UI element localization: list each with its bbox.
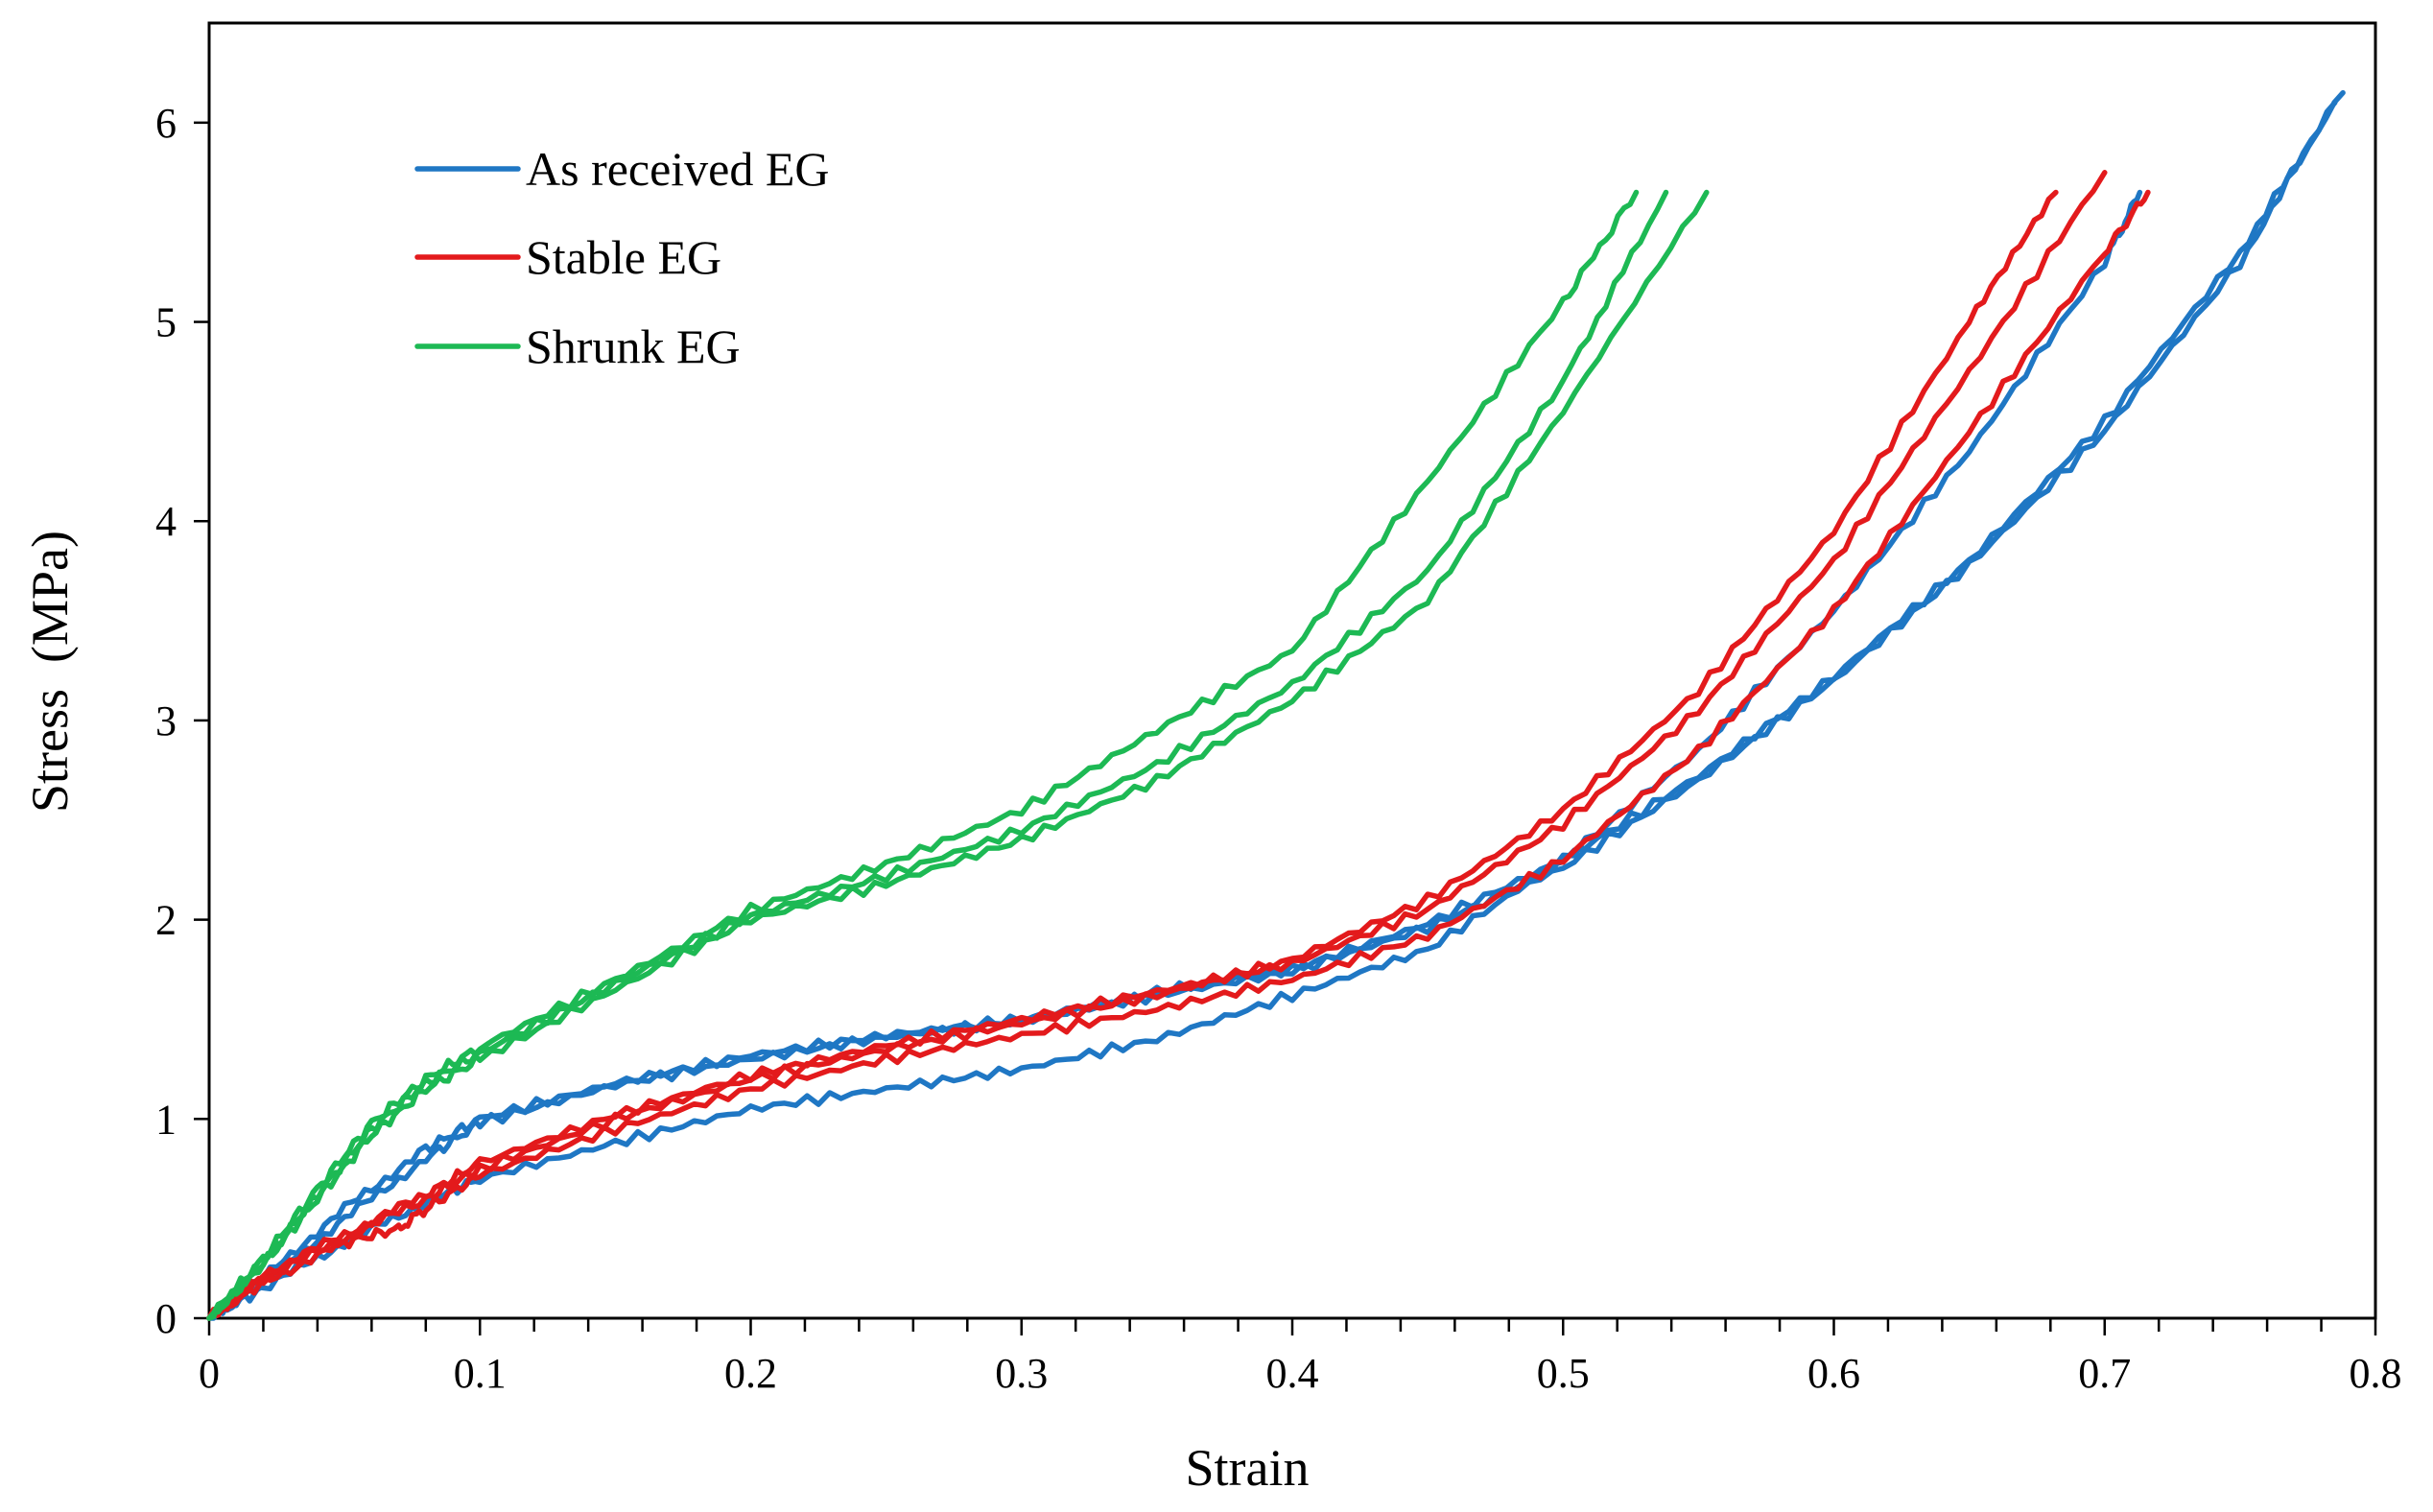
x-tick-label: 0.4 — [1266, 1350, 1319, 1397]
data-series — [206, 89, 2346, 1321]
x-tick-label: 0.7 — [2078, 1350, 2131, 1397]
y-axis-ticks — [194, 121, 209, 1320]
y-axis-tick-labels: 0 1 2 3 4 5 6 — [155, 100, 177, 1342]
y-tick-label: 6 — [155, 100, 177, 147]
y-tick-label: 4 — [155, 498, 177, 545]
plot-frame — [207, 21, 2377, 1320]
y-tick-label: 0 — [155, 1295, 177, 1342]
x-tick-label: 0 — [199, 1350, 220, 1397]
x-tick-label: 0.8 — [2350, 1350, 2402, 1397]
legend-label-as-received: As received EG — [526, 142, 830, 196]
legend-label-stable: Stable EG — [526, 230, 721, 284]
y-axis-title: Stress (MPa) — [21, 531, 79, 813]
series-line-shrunk-eg-3 — [206, 189, 1710, 1321]
series-line-shrunk-eg-2 — [206, 189, 1669, 1321]
series-line-stable-eg-2 — [206, 170, 2108, 1321]
y-tick-label: 5 — [155, 299, 177, 346]
x-tick-label: 0.2 — [724, 1350, 777, 1397]
x-tick-label: 0.5 — [1537, 1350, 1590, 1397]
y-tick-label: 2 — [155, 897, 177, 944]
y-tick-label: 1 — [155, 1096, 177, 1143]
legend: As received EG Stable EG Shrunk EG — [414, 142, 830, 373]
series-line-shrunk-eg-1 — [206, 189, 1640, 1321]
x-axis-tick-labels: 0 0.1 0.2 0.3 0.4 0.5 0.6 0.7 0.8 — [199, 1350, 2402, 1397]
x-axis-title: Strain — [1186, 1439, 1310, 1497]
y-tick-label: 3 — [155, 697, 177, 744]
x-tick-label: 0.1 — [454, 1350, 507, 1397]
legend-label-shrunk: Shrunk EG — [526, 319, 741, 373]
x-axis-ticks — [207, 1318, 2377, 1335]
x-tick-label: 0.6 — [1807, 1350, 1860, 1397]
x-tick-label: 0.3 — [995, 1350, 1048, 1397]
series-line-stable-eg-3 — [206, 189, 2151, 1321]
series-line-stable-eg-1 — [206, 189, 2059, 1321]
